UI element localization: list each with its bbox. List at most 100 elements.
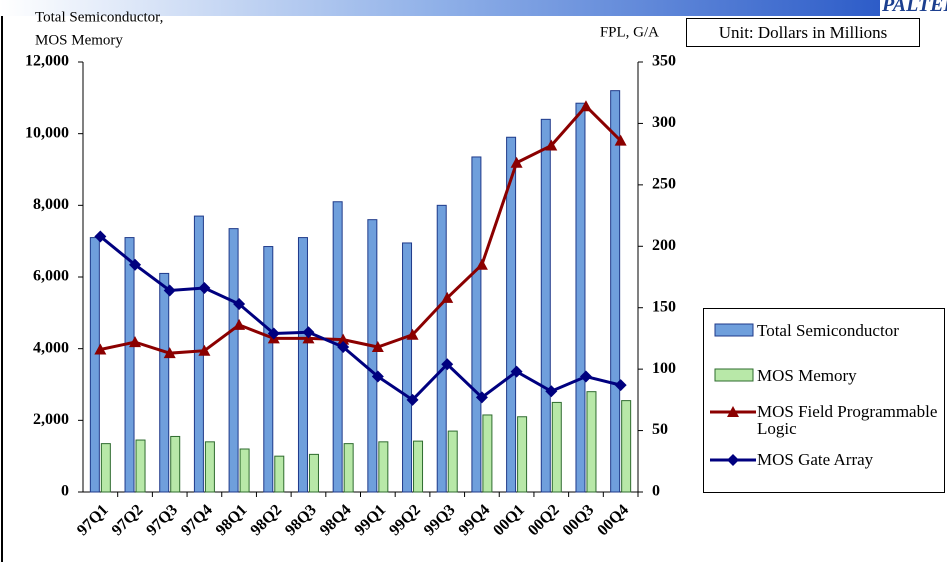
- bar: [471, 156, 482, 493]
- y2-tick-label: 350: [652, 53, 676, 70]
- marker: [302, 326, 315, 339]
- marker: [406, 328, 419, 340]
- legend-label: MOS Memory: [757, 366, 857, 385]
- line-series: [94, 100, 627, 359]
- line-series: [94, 230, 627, 406]
- legend-swatch: [710, 406, 756, 417]
- line: [99, 235, 622, 402]
- bar: [586, 391, 597, 493]
- x-tick-label: 98Q3: [282, 501, 320, 539]
- bar: [367, 219, 378, 493]
- marker: [727, 406, 739, 417]
- bar: [482, 414, 493, 493]
- y-tick-label: 10,000: [25, 124, 69, 141]
- legend-swatch: [710, 454, 756, 466]
- x-tick-label: 97Q3: [143, 501, 181, 539]
- y-tick-label: 6,000: [33, 268, 69, 285]
- bar: [506, 136, 517, 493]
- bar: [135, 439, 146, 493]
- y2-tick-label: 200: [652, 237, 676, 254]
- marker: [163, 347, 176, 359]
- x-tick-label: 98Q4: [317, 501, 355, 539]
- legend-label: MOS Gate Array: [757, 450, 874, 469]
- x-tick-label: 99Q3: [421, 501, 459, 539]
- y-tick-label: 4,000: [33, 339, 69, 356]
- bar: [413, 440, 424, 493]
- x-tick-label: 99Q2: [386, 501, 424, 539]
- brand: PALTEK CORP.: [882, 0, 947, 16]
- marker: [475, 391, 488, 404]
- marker: [94, 230, 107, 243]
- x-tick-label: 98Q1: [213, 501, 251, 539]
- legend-swatch: [714, 368, 754, 382]
- legend-swatch: [714, 323, 754, 337]
- marker: [129, 258, 142, 271]
- marker: [579, 100, 592, 112]
- legend: Total Semiconductor MOS Memory MOS Field P…: [703, 308, 945, 493]
- y-label: MOS Memory: [35, 32, 123, 48]
- marker: [579, 370, 592, 383]
- marker: [94, 343, 107, 355]
- bar: [274, 455, 285, 493]
- bar-series: [100, 391, 632, 493]
- y2-tick-label: 0: [652, 483, 660, 500]
- y-tick-label: 12,000: [25, 53, 69, 70]
- marker: [545, 139, 558, 151]
- unit-note: Unit: Dollars in Millions: [686, 18, 920, 47]
- marker: [129, 336, 142, 348]
- marker: [614, 134, 627, 146]
- legend-swatch: [714, 368, 754, 382]
- bar: [540, 118, 551, 493]
- x-tick-label: 00Q4: [594, 501, 632, 539]
- bar: [89, 237, 100, 493]
- bar: [308, 453, 319, 493]
- bar: [228, 228, 239, 493]
- bar: [343, 443, 354, 493]
- marker: [406, 393, 419, 406]
- y2-label: FPL, G/A: [600, 24, 659, 40]
- marker: [441, 358, 454, 371]
- bar: [436, 204, 447, 493]
- bar: [170, 435, 181, 493]
- bar: [621, 400, 632, 493]
- marker: [198, 282, 211, 295]
- marker: [337, 333, 350, 345]
- marker: [233, 318, 246, 330]
- y2-tick-label: 50: [652, 421, 668, 438]
- y2-tick-label: 300: [652, 114, 676, 131]
- y2-tick-label: 250: [652, 176, 676, 193]
- bar: [124, 237, 135, 493]
- x-tick-label: 00Q3: [560, 501, 598, 539]
- bar-series: [89, 90, 621, 493]
- bar: [239, 448, 250, 493]
- x-tick-label: 99Q1: [351, 501, 389, 539]
- bar: [575, 102, 586, 493]
- bar: [159, 272, 170, 493]
- marker: [475, 258, 488, 270]
- marker: [510, 156, 523, 168]
- marker: [441, 291, 454, 303]
- marker: [371, 370, 384, 383]
- x-tick-label: 00Q2: [525, 501, 563, 539]
- header-band: [0, 0, 880, 16]
- marker: [337, 341, 350, 354]
- x-tick-label: 00Q1: [490, 501, 528, 539]
- marker: [371, 341, 384, 353]
- bar: [402, 242, 413, 493]
- y-tick-label: 0: [61, 483, 69, 500]
- bar: [551, 401, 562, 493]
- marker: [614, 379, 627, 392]
- x-tick-label: 97Q2: [109, 501, 147, 539]
- x-tick-label: 99Q4: [456, 501, 494, 539]
- bar: [378, 441, 389, 493]
- x-tick-label: 97Q1: [74, 501, 112, 539]
- legend-label: Total Semiconductor: [757, 321, 899, 340]
- bar: [610, 90, 621, 493]
- y-tick-label: 2,000: [33, 411, 69, 428]
- marker: [727, 454, 739, 466]
- bar: [204, 441, 215, 493]
- x-tick-label: 97Q4: [178, 501, 216, 539]
- y2-tick-label: 150: [652, 298, 676, 315]
